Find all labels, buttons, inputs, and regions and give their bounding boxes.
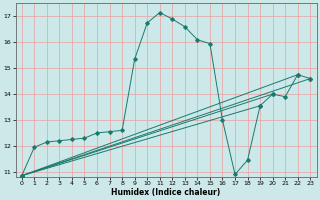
X-axis label: Humidex (Indice chaleur): Humidex (Indice chaleur) (111, 188, 221, 197)
